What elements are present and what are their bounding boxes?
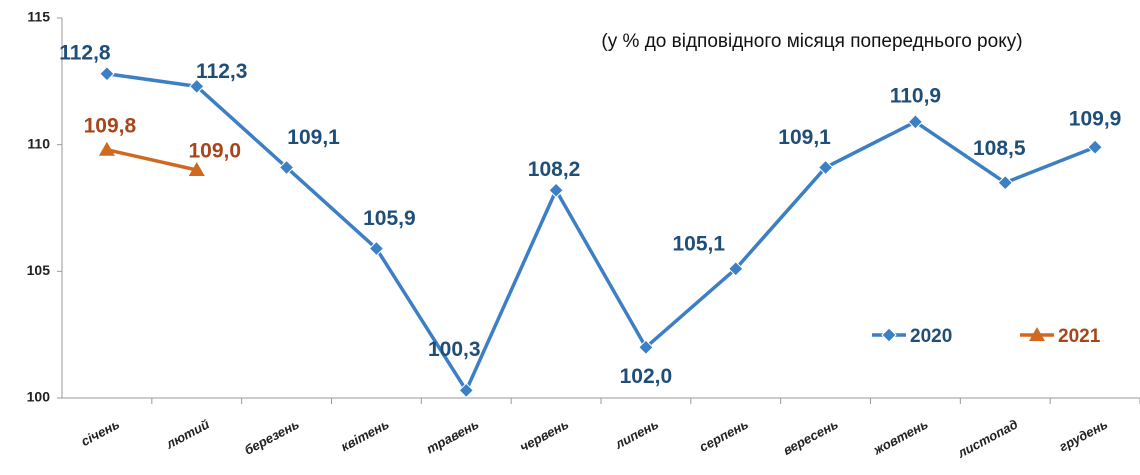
x-tick-label: травень [424,416,481,456]
x-tick-label: липень [612,416,661,452]
data-label: 109,1 [287,126,340,149]
point-marker [368,240,385,257]
data-label: 102,0 [620,365,673,388]
point-marker [638,339,654,356]
y-tick-label: 115 [27,9,50,25]
x-tick-label: жовтень [870,416,930,458]
series-line [106,148,198,172]
point-marker [458,382,474,399]
data-label: 109,0 [188,140,241,163]
x-tick-label: вересень [780,416,840,457]
data-label: 110,9 [890,84,941,107]
data-label: 109,8 [84,114,137,137]
data-label: 108,2 [528,158,581,181]
x-tick-label: грудень [1057,416,1110,454]
point-marker [907,114,924,130]
data-label: 109,1 [778,126,831,149]
data-label: 109,9 [1069,108,1122,131]
x-tick-label: серпень [697,416,751,454]
point-marker [997,174,1013,191]
point-marker [278,159,295,176]
point-marker [881,327,897,343]
data-label: 112,8 [59,41,111,64]
point-marker [1029,327,1045,341]
point-marker [189,78,205,95]
point-marker [98,141,115,156]
y-tick-label: 105 [27,262,51,278]
x-tick-label: лютий [163,416,212,452]
point-marker [728,261,744,277]
data-label: 105,1 [672,232,725,255]
data-label: 112,3 [196,60,247,83]
y-tick-label: 100 [27,389,51,405]
chart-subtitle: (у % до відповідного місяця попереднього… [601,31,1022,52]
point-marker [188,162,205,176]
legend-label: 2020 [910,326,952,347]
data-label: 105,9 [363,207,416,230]
x-tick-label: березень [242,416,302,457]
legend-label: 2021 [1058,326,1101,347]
data-label: 108,5 [973,137,1026,160]
point-marker [548,182,564,198]
point-marker [817,159,834,176]
point-marker [99,66,115,82]
x-tick-label: листопад [954,416,1020,461]
series-line [106,72,1096,393]
point-marker [1087,139,1103,155]
y-tick-label: 110 [27,135,50,151]
x-tick-label: червень [517,416,571,454]
x-tick-label: квітень [338,416,391,454]
data-label: 100,3 [428,338,481,361]
x-tick-label: січень [78,416,121,449]
